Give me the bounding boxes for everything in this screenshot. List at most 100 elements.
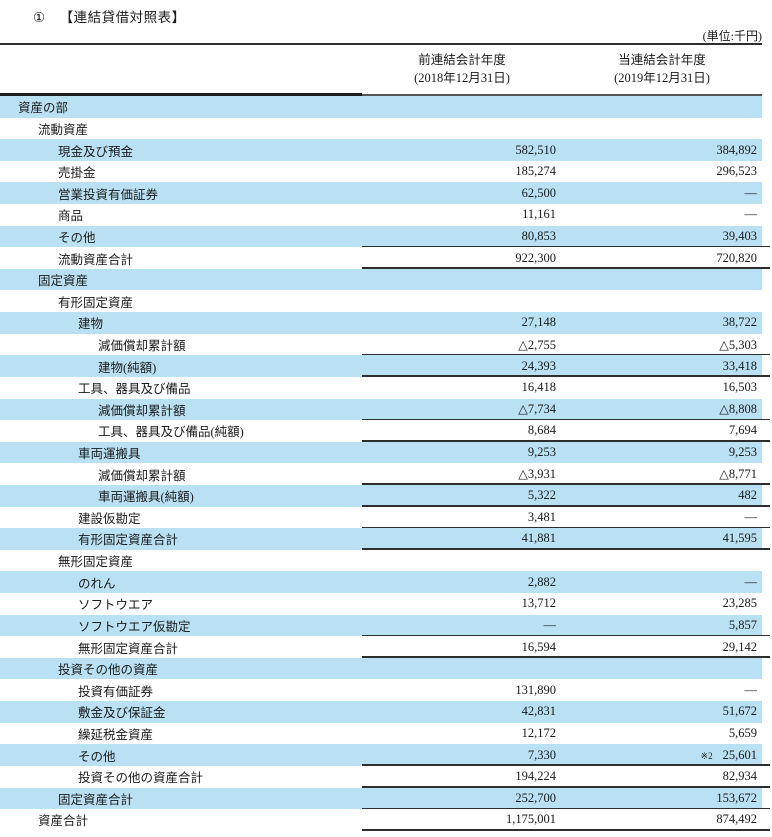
row-background [0, 355, 762, 377]
row-value-prev-year: 194,224 [515, 769, 556, 784]
row-value-underline [362, 375, 770, 377]
row-value-curr-year-text: 23,285 [722, 596, 757, 611]
column-header-prev-year: 前連結会計年度 (2018年12月31日) [362, 52, 562, 87]
row-value-underline [362, 526, 770, 529]
row-value-prev-year: — [543, 617, 557, 632]
table-row: 流動資産合計 922,300 720,820 [0, 247, 770, 269]
balance-sheet-table: 資産の部 流動資産 現金及び預金 582,510 384,892 売掛金 185… [0, 96, 772, 831]
row-label: 有形固定資産合計 [78, 533, 179, 548]
row-value-curr-year-text: 874,492 [716, 812, 757, 827]
row-value-underline [362, 440, 770, 442]
row-value-prev-year: 41,881 [521, 531, 556, 546]
row-background [0, 528, 762, 550]
row-label: 工具、器具及び備品(純額) [98, 425, 244, 440]
row-value-underline [362, 505, 770, 507]
table-row: 建物(純額) 24,393 33,418 [0, 355, 770, 377]
row-value-curr-year: 33,418 [562, 359, 762, 374]
row-background [0, 614, 762, 637]
row-label: 営業投資有価証券 [58, 187, 159, 202]
table-row: 商品 11,161 — [0, 204, 770, 226]
row-background [0, 744, 762, 766]
row-value-curr-year-text: 153,672 [716, 790, 757, 805]
row-value-underline [362, 656, 770, 658]
row-label: 工具、器具及び備品 [78, 382, 191, 397]
row-value-curr-year: 482 [562, 488, 762, 503]
row-label: 建設仮勘定 [78, 511, 141, 526]
table-row: 建物 27,148 38,722 [0, 312, 770, 334]
table-row: 無形固定資産合計 16,594 29,142 [0, 636, 770, 658]
row-value-prev-year: 11,161 [522, 207, 556, 222]
table-row: 固定資産 [0, 268, 770, 291]
row-background [0, 441, 762, 464]
row-value-curr-year-text: 51,672 [722, 704, 757, 719]
row-value-prev-year: △2,755 [518, 337, 556, 352]
row-label: その他 [78, 749, 116, 764]
row-value-curr-year: 5,857 [562, 618, 762, 633]
row-value-curr-year: 5,659 [562, 726, 762, 741]
page-title: ① 【連結貸借対照表】 [33, 6, 186, 26]
row-value-curr-year-text: — [744, 509, 758, 524]
header-divider-value-section [362, 94, 762, 96]
row-value-curr-year-text: — [744, 682, 758, 697]
row-footnote-ref: ※2 [700, 750, 713, 761]
row-value-curr-year: 39,403 [562, 229, 762, 244]
row-value-curr-year-text: 82,934 [722, 769, 757, 784]
row-label: 売掛金 [58, 166, 96, 181]
row-label: 固定資産 [38, 274, 89, 289]
row-value-underline [362, 483, 770, 485]
row-value-prev-year: 16,594 [521, 639, 556, 654]
row-value-curr-year-text: 33,418 [722, 358, 757, 373]
table-row: 敷金及び保証金 42,831 51,672 [0, 701, 770, 723]
unit-label: (単位:千円) [702, 29, 762, 43]
row-label: 流動資産合計 [58, 252, 134, 267]
row-value-curr-year-text: △8,808 [719, 402, 757, 417]
table-row: 車両運搬具(純額) 5,322 482 [0, 484, 770, 507]
row-label: 現金及び預金 [58, 144, 134, 159]
title-text: 【連結貸借対照表】 [59, 10, 186, 25]
table-row: 投資その他の資産合計 194,224 82,934 [0, 766, 770, 788]
row-background [0, 787, 762, 810]
row-value-curr-year: 38,722 [562, 315, 762, 330]
row-label: 有形固定資産 [58, 295, 134, 310]
row-value-underline [362, 786, 770, 788]
row-label: 減価償却累計額 [98, 403, 186, 418]
row-value-curr-year: ※2 25,601 [562, 748, 762, 763]
row-label: 無形固定資産合計 [78, 641, 179, 656]
row-value-curr-year-text: 41,595 [722, 531, 757, 546]
row-label: 資産の部 [18, 101, 69, 116]
row-value-curr-year: 41,595 [562, 531, 762, 546]
table-row: のれん 2,882 — [0, 571, 770, 594]
row-value-curr-year: 29,142 [562, 640, 762, 655]
row-label: 商品 [58, 209, 84, 224]
title-number-marker: ① [33, 10, 46, 25]
row-value-curr-year-text: — [744, 185, 758, 200]
row-value-underline [362, 764, 770, 766]
row-label: 無形固定資産 [58, 555, 134, 570]
row-value-prev-year: △3,931 [518, 467, 556, 482]
table-row: 投資有価証券 131,890 — [0, 679, 770, 701]
row-value-underline [362, 548, 770, 550]
table-row: 繰延税金資産 12,172 5,659 [0, 723, 770, 745]
row-background [0, 225, 762, 248]
row-value-prev-year: 24,393 [521, 358, 556, 373]
column-header-curr-year: 当連結会計年度 (2019年12月31日) [562, 52, 762, 87]
row-label: 資産合計 [38, 814, 89, 829]
row-label: ソフトウエア [78, 598, 154, 613]
row-background [0, 268, 762, 291]
row-value-curr-year-text: △8,771 [719, 467, 757, 482]
row-background [0, 701, 762, 723]
top-rule [0, 43, 762, 45]
row-value-curr-year-text: 720,820 [716, 250, 757, 265]
row-label: 投資その他の資産 [58, 663, 159, 678]
row-value-curr-year: △8,808 [562, 401, 762, 417]
row-value-underline [362, 829, 770, 831]
row-value-prev-year: △7,734 [518, 402, 556, 417]
row-label: 投資その他の資産合計 [78, 771, 204, 786]
row-label: 投資有価証券 [78, 684, 154, 699]
table-row: 車両運搬具 9,253 9,253 [0, 441, 770, 464]
column-header-curr-year-line1: 当連結会計年度 [618, 53, 706, 67]
row-label: 繰延税金資産 [78, 727, 154, 742]
row-value-prev-year: 13,712 [521, 596, 556, 611]
row-label: 車両運搬具(純額) [98, 490, 194, 505]
